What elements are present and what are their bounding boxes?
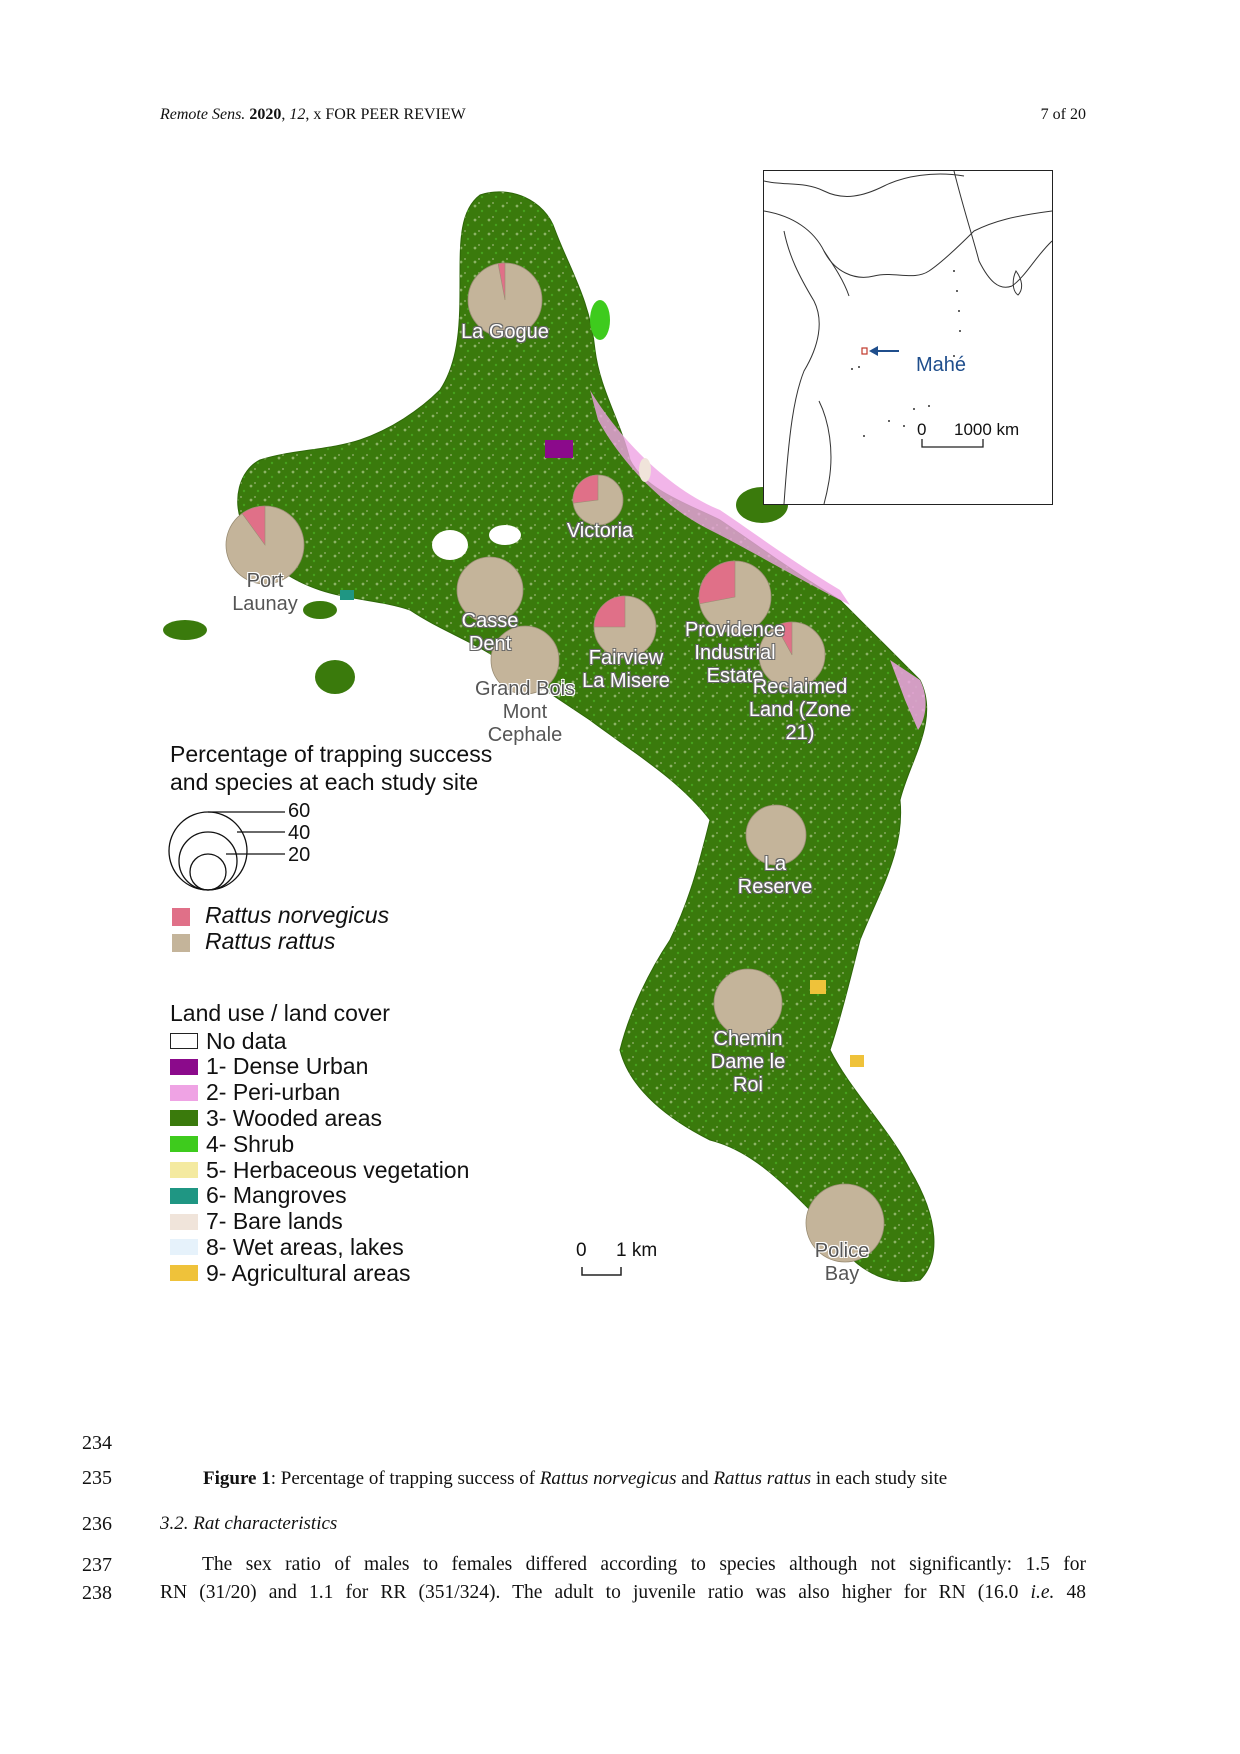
landcover-legend-title: Land use / land cover: [170, 1000, 390, 1026]
species-label-rattus-rattus: Rattus rattus: [205, 928, 336, 954]
line-number-236: 236: [82, 1513, 112, 1535]
agricultural-patch: [810, 980, 826, 994]
landcover-legend-item: 7- Bare lands: [170, 1208, 343, 1235]
mangrove-patch: [340, 590, 354, 600]
landcover-swatch: [170, 1239, 198, 1256]
pie-rattus-norvegicus: [497, 262, 506, 301]
site-label-reclaimed-land: Reclaimed Land (Zone 21): [748, 676, 852, 744]
scale-1km: 1 km: [616, 1240, 658, 1261]
pie-rattus-rattus: [713, 968, 783, 1038]
section-heading: 3.2. Rat characteristics: [160, 1513, 338, 1534]
landcover-swatch: [170, 1265, 198, 1282]
mahe-arrow-head: [869, 346, 878, 356]
landcover-legend-item: 6- Mangroves: [170, 1182, 347, 1209]
landcover-legend-item: 1- Dense Urban: [170, 1053, 369, 1080]
pie-rattus-norvegicus: [775, 621, 793, 656]
size-legend-60: 60: [288, 800, 311, 822]
mahe-locator-box: [861, 347, 868, 355]
pie-rattus-norvegicus: [241, 505, 266, 546]
site-label-la-gogue: La Gogue: [461, 321, 549, 343]
figure-caption: Figure 1: Percentage of trapping success…: [203, 1468, 948, 1489]
inset-coastlines: [764, 171, 1052, 504]
line-number-234: 234: [82, 1432, 112, 1454]
size-legend-circles: [168, 811, 285, 891]
site-label-casse-dent: Casse Dent: [461, 610, 519, 655]
landcover-label: 8- Wet areas, lakes: [206, 1233, 404, 1260]
island-map-svg: [163, 191, 935, 1282]
line-number-237: 237: [82, 1554, 112, 1576]
landcover-swatch: [170, 1162, 198, 1178]
landcover-label: 1- Dense Urban: [206, 1053, 369, 1080]
landcover-legend-item: 8- Wet areas, lakes: [170, 1234, 404, 1260]
pie-rattus-norvegicus: [698, 560, 736, 605]
site-label-la-reserve: La Reserve: [737, 853, 813, 898]
landcover-swatch: [170, 1110, 198, 1127]
inset-label-mahe: Mahé: [916, 354, 967, 376]
no-data-patch: [432, 530, 468, 560]
landcover-swatch: [170, 1187, 198, 1204]
site-label-port-launay: Port Launay: [232, 570, 298, 615]
landcover-legend-item: 4- Shrub: [170, 1131, 294, 1157]
landcover-label: 3- Wooded areas: [206, 1104, 383, 1131]
landcover-legend-item: 3- Wooded areas: [170, 1105, 382, 1131]
landcover-label: No data: [206, 1027, 287, 1054]
offshore-islet: [590, 300, 610, 340]
pie-rattus-norvegicus: [593, 595, 626, 628]
size-legend-title: Percentage of trapping success and speci…: [170, 741, 493, 795]
landcover-legend-item: No data: [170, 1028, 287, 1054]
pie-rattus-rattus: [456, 556, 524, 624]
site-label-providence: Providence Industrial Estate: [684, 619, 786, 687]
landcover-label: 5- Herbaceous vegetation: [206, 1156, 470, 1183]
species-swatch-rattus-norvegicus: [172, 908, 190, 926]
landcover-swatch: [170, 1213, 198, 1230]
inset-scale-1000km: 1000 km: [954, 420, 1020, 439]
landcover-swatch: [170, 1058, 198, 1075]
site-label-victoria: Victoria: [566, 520, 634, 542]
landcover-swatch: [170, 1033, 198, 1049]
size-legend-40: 40: [288, 822, 311, 844]
peri-urban-coast: [590, 390, 850, 605]
site-label-grand-bois: Grand Bois Mont Cephale: [474, 678, 576, 746]
line-number-235: 235: [82, 1467, 112, 1489]
study-site-pies: [225, 262, 885, 1263]
inset-locator-map: Mahé 0 1000 km: [763, 170, 1053, 505]
landcover-legend-item: 2- Peri-urban: [170, 1079, 341, 1106]
landcover-legend-item: 5- Herbaceous vegetation: [170, 1157, 469, 1183]
line-number-238: 238: [82, 1582, 112, 1604]
landcover-label: 7- Bare lands: [206, 1208, 343, 1235]
size-legend-20: 20: [288, 844, 311, 866]
page-number: 7 of 20: [1040, 106, 1086, 123]
pie-rattus-rattus: [490, 625, 560, 695]
map-scale-bar: [581, 1267, 622, 1276]
site-label-fairview: Fairview La Misere: [582, 647, 670, 692]
scale-zero: 0: [576, 1240, 587, 1261]
landcover-legend-item: 9- Agricultural areas: [170, 1260, 411, 1286]
species-label-rattus-norvegicus: Rattus norvegicus: [205, 902, 390, 928]
site-label-police-bay: Police Bay: [814, 1240, 870, 1285]
site-label-chemin-dame-le-roi: Chemin Dame le Roi: [710, 1028, 786, 1096]
landcover-label: 2- Peri-urban: [206, 1079, 341, 1106]
landcover-swatch: [170, 1084, 198, 1101]
inset-scale-bar: [921, 439, 984, 448]
landcover-label: 4- Shrub: [206, 1130, 295, 1157]
paragraph-line-1: The sex ratio of males to females differ…: [202, 1554, 1086, 1575]
species-swatch-rattus-rattus: [172, 934, 190, 952]
journal-reference: Remote Sens. 2020, 12, x FOR PEER REVIEW: [160, 106, 466, 123]
pie-rattus-rattus: [745, 804, 807, 866]
pie-rattus-norvegicus: [572, 474, 599, 504]
inset-scale-zero: 0: [917, 420, 927, 439]
figure-1-map: La Gogue Victoria Port Launay Casse Dent…: [150, 160, 1080, 1460]
pie-rattus-rattus: [805, 1183, 885, 1263]
paragraph-line-2: RN (31/20) and 1.1 for RR (351/324). The…: [160, 1582, 1086, 1603]
landcover-swatch: [170, 1136, 198, 1153]
dense-urban-patch: [545, 440, 573, 458]
landcover-label: 6- Mangroves: [206, 1182, 347, 1209]
landcover-label: 9- Agricultural areas: [206, 1259, 411, 1286]
